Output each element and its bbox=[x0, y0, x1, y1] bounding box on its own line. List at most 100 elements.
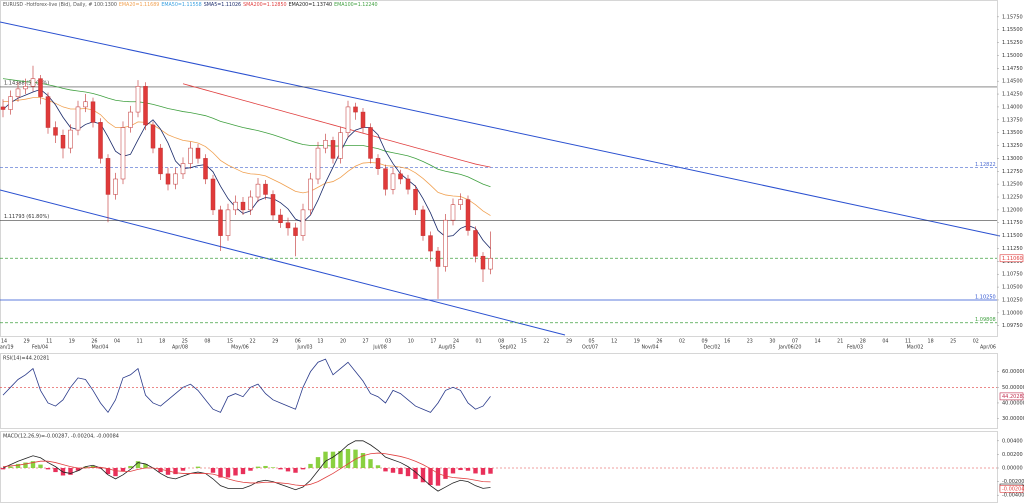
month-label: Jul/08 bbox=[372, 345, 387, 351]
day-label: 18 bbox=[159, 339, 165, 345]
price-level-label: 1.09808 bbox=[975, 317, 996, 323]
header-part: EURUSD -Hotforex-live (Bid), Daily, # 10… bbox=[3, 2, 117, 8]
candle-body bbox=[480, 255, 486, 270]
day-label: 08 bbox=[204, 339, 210, 345]
y-tick-label: 1.13250 bbox=[1002, 143, 1023, 149]
candle-body bbox=[8, 96, 13, 110]
candle-body bbox=[135, 86, 141, 113]
day-label: 20 bbox=[340, 339, 346, 345]
day-label: 29 bbox=[24, 339, 30, 345]
candle-body bbox=[390, 173, 396, 190]
day-label: 18 bbox=[928, 339, 934, 345]
candle-body bbox=[210, 178, 216, 211]
candle-body bbox=[353, 106, 358, 113]
month-label: Oct/07 bbox=[582, 345, 598, 351]
y-tick-label: 1.12500 bbox=[1002, 182, 1023, 188]
candle-body bbox=[45, 96, 51, 128]
day-label: 15 bbox=[521, 339, 527, 345]
day-label: 02 bbox=[973, 339, 979, 345]
day-label: 25 bbox=[182, 339, 188, 345]
y-tick-label: 1.13000 bbox=[1002, 156, 1023, 162]
candle-body bbox=[398, 173, 403, 180]
candle-body bbox=[195, 147, 201, 159]
month-label: Feb/04 bbox=[32, 345, 48, 351]
day-label: 08 bbox=[498, 339, 504, 345]
y-tick-label: 60.00000 bbox=[1002, 369, 1024, 375]
chart-header: EURUSD -Hotforex-live (Bid), Daily, # 10… bbox=[3, 2, 378, 8]
candle-body bbox=[218, 209, 223, 236]
histogram-bar bbox=[105, 468, 111, 475]
y-tick-label: 1.15250 bbox=[1002, 40, 1023, 46]
day-label: 01 bbox=[476, 339, 482, 345]
day-label: 11 bbox=[137, 339, 143, 345]
histogram-bar bbox=[278, 468, 283, 470]
lower-trend-line bbox=[0, 189, 566, 336]
histogram-bar bbox=[435, 468, 441, 486]
histogram-bar bbox=[458, 468, 463, 471]
histogram-bar bbox=[15, 463, 21, 468]
day-label: 19 bbox=[634, 339, 640, 345]
histogram-bar bbox=[443, 468, 448, 479]
y-tick-label: 1.14750 bbox=[1002, 66, 1023, 72]
candle-body bbox=[128, 111, 133, 128]
y-tick-label: 1.15000 bbox=[1002, 53, 1023, 59]
candle-body bbox=[315, 147, 321, 180]
candle-body bbox=[270, 194, 276, 216]
candle-body bbox=[158, 147, 163, 175]
histogram-bar bbox=[83, 466, 88, 468]
y-tick-label: 1.12750 bbox=[1002, 169, 1023, 175]
histogram-bar bbox=[398, 468, 403, 475]
candle-body bbox=[240, 201, 246, 211]
header-part: SMA5=1.11026 bbox=[204, 2, 241, 8]
day-label: 30 bbox=[769, 339, 775, 345]
histogram-bar bbox=[405, 468, 411, 477]
histogram-bar bbox=[300, 468, 306, 470]
candle-body bbox=[23, 86, 28, 90]
header-part: EMA50=1.11558 bbox=[161, 2, 201, 8]
histogram-bar bbox=[38, 464, 43, 468]
histogram-bar bbox=[285, 468, 291, 472]
y-tick-label: 1.15750 bbox=[1002, 14, 1023, 20]
candle-body bbox=[180, 163, 186, 175]
histogram-bar bbox=[413, 468, 418, 479]
histogram-bar bbox=[270, 467, 276, 468]
histogram-bar bbox=[248, 468, 253, 471]
histogram-bar bbox=[465, 468, 471, 471]
indicator-line bbox=[2, 440, 491, 492]
histogram-bar bbox=[308, 463, 313, 468]
histogram-bar bbox=[323, 451, 328, 468]
indicator-line bbox=[182, 83, 491, 168]
day-label: 03 bbox=[385, 339, 391, 345]
candle-body bbox=[443, 219, 448, 267]
candle-body bbox=[473, 230, 478, 257]
histogram-bar bbox=[360, 453, 366, 468]
candle-body bbox=[15, 88, 21, 97]
candle-body bbox=[203, 158, 208, 180]
candle-body bbox=[420, 209, 426, 236]
candle-body bbox=[405, 178, 411, 190]
histogram-bar bbox=[120, 468, 126, 472]
price-tag bbox=[999, 254, 1024, 263]
candle-body bbox=[383, 168, 388, 190]
day-label: 11 bbox=[46, 339, 52, 345]
y-tick-label: 1.14000 bbox=[1002, 104, 1023, 110]
header-part: EMA100=1.12240 bbox=[334, 2, 377, 8]
indicator-line bbox=[2, 78, 491, 188]
histogram-bar bbox=[368, 459, 373, 468]
y-tick-label: 1.11750 bbox=[1002, 220, 1023, 226]
candle-body bbox=[173, 173, 178, 185]
candle-body bbox=[225, 209, 231, 236]
candle-body bbox=[113, 178, 118, 195]
candle-body bbox=[165, 173, 171, 185]
y-tick-label: 1.13750 bbox=[1002, 117, 1023, 123]
day-label: 26 bbox=[91, 339, 97, 345]
y-tick-label: 1.10750 bbox=[1002, 272, 1023, 278]
candle-body bbox=[30, 78, 36, 87]
y-tick-label: 1.10250 bbox=[1002, 297, 1023, 303]
month-label: Apr/08 bbox=[172, 345, 188, 351]
y-tick-label: 1.11250 bbox=[1002, 246, 1023, 252]
indicator-line bbox=[2, 97, 491, 216]
candle-body bbox=[338, 132, 343, 159]
day-label: 19 bbox=[69, 339, 75, 345]
